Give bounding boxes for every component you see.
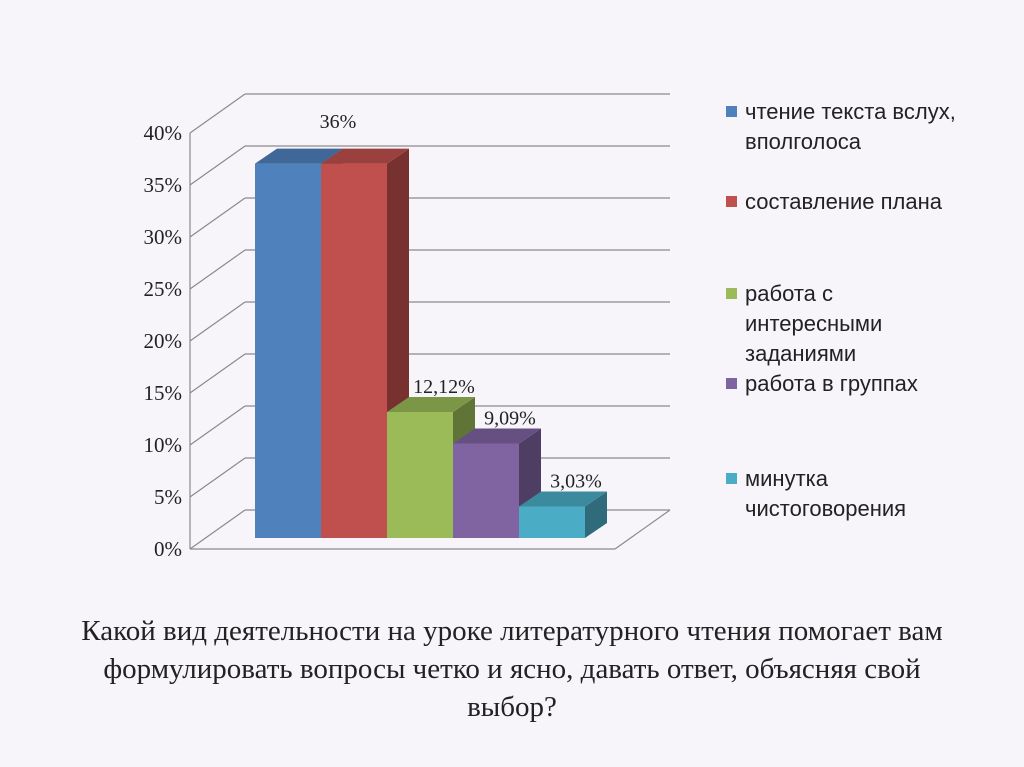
bar-top bbox=[387, 396, 475, 412]
legend-item-plan: составление плана bbox=[726, 187, 960, 217]
legend-swatch bbox=[726, 106, 737, 117]
bar-front bbox=[453, 443, 519, 538]
bar-top bbox=[519, 491, 607, 507]
side-gridline bbox=[189, 353, 246, 394]
y-tick-label: 5% bbox=[154, 485, 182, 509]
legend-item-interesting-tasks: работа с интересными заданиями bbox=[726, 279, 960, 369]
bar-top bbox=[255, 148, 343, 164]
side-gridline bbox=[189, 197, 246, 238]
question-text: Какой вид деятельности на уроке литерату… bbox=[81, 615, 943, 723]
side-gridline bbox=[189, 301, 246, 342]
legend-label: минутка чистоговорения bbox=[745, 466, 907, 521]
legend-label: работа с интересными заданиями bbox=[745, 281, 883, 366]
y-tick-label: 15% bbox=[144, 381, 183, 405]
bar-front bbox=[321, 163, 387, 538]
side-gridline bbox=[189, 93, 246, 134]
bar-front bbox=[387, 411, 453, 538]
data-label: 36% bbox=[320, 111, 357, 133]
legend-swatch bbox=[726, 473, 737, 484]
y-tick-label: 10% bbox=[144, 433, 183, 457]
data-labels: 36% 12,12% 9,09% 3,03% bbox=[320, 111, 602, 492]
legend-label: составление плана bbox=[745, 189, 942, 214]
side-gridline bbox=[189, 145, 246, 186]
side-gridline bbox=[189, 509, 246, 550]
bar-front bbox=[519, 506, 585, 538]
legend-item-tongue-twisters: минутка чистоговорения bbox=[726, 464, 960, 524]
legend-swatch bbox=[726, 196, 737, 207]
side-gridline bbox=[189, 405, 246, 446]
bar-top bbox=[453, 428, 541, 444]
legend-item-group-work: работа в группах bbox=[726, 369, 960, 399]
y-tick-label: 35% bbox=[144, 173, 183, 197]
bar-top bbox=[321, 148, 409, 164]
side-gridline bbox=[189, 457, 246, 498]
legend-label: работа в группах bbox=[745, 371, 918, 396]
legend-label: чтение текста вслух, вполголоса bbox=[745, 99, 956, 154]
y-tick-label: 25% bbox=[144, 277, 183, 301]
bar-side bbox=[585, 491, 607, 538]
y-tick-label: 40% bbox=[144, 121, 183, 145]
y-axis-ticks: 0% 5% 10% 15% 20% 25% 30% 35% 40% bbox=[144, 121, 183, 561]
data-label: 12,12% bbox=[413, 376, 475, 398]
y-tick-label: 20% bbox=[144, 329, 183, 353]
legend-item-reading-aloud: чтение текста вслух, вполголоса bbox=[726, 97, 960, 157]
legend-swatch bbox=[726, 378, 737, 389]
floor-right-edge bbox=[614, 509, 671, 550]
bars bbox=[255, 148, 607, 538]
data-label: 9,09% bbox=[484, 407, 536, 429]
data-label: 3,03% bbox=[550, 470, 602, 492]
bar-chart: 0% 5% 10% 15% 20% 25% 30% 35% 40% 36% 12,12% 9,09%… bbox=[144, 93, 671, 561]
y-tick-label: 0% bbox=[154, 537, 182, 561]
side-gridline bbox=[189, 249, 246, 290]
legend-swatch bbox=[726, 288, 737, 299]
y-tick-label: 30% bbox=[144, 225, 183, 249]
bar-front bbox=[255, 163, 321, 538]
bar bbox=[519, 491, 607, 538]
